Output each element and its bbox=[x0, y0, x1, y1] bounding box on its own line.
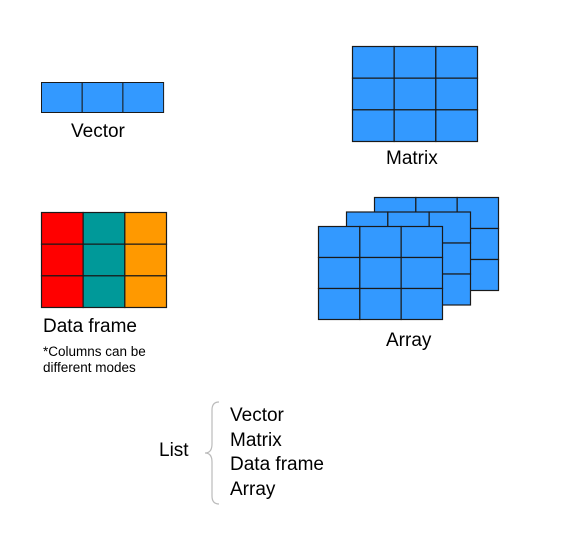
array-layer bbox=[317, 225, 444, 321]
array-cell bbox=[400, 256, 444, 290]
array-cell bbox=[359, 287, 402, 321]
list-item: Vector bbox=[230, 405, 284, 426]
list-brace-icon bbox=[204, 401, 220, 505]
matrix-cell bbox=[435, 109, 479, 143]
matrix-label: Matrix bbox=[386, 148, 438, 169]
data-frame-cell bbox=[124, 211, 168, 245]
array-label: Array bbox=[386, 330, 432, 351]
array-cell bbox=[400, 287, 444, 321]
list-item: Data frame bbox=[230, 454, 324, 475]
matrix-diagram bbox=[351, 45, 479, 143]
array-cell bbox=[317, 256, 361, 290]
list-item: Array bbox=[230, 478, 276, 500]
vector-cell bbox=[122, 82, 165, 113]
list-items: Vector Matrix Data frame Array bbox=[230, 404, 324, 502]
list-label: List bbox=[159, 440, 189, 461]
data-frame-cell bbox=[82, 211, 126, 245]
array-cell bbox=[400, 225, 444, 259]
matrix-cell bbox=[393, 109, 437, 143]
matrix-cell bbox=[393, 45, 437, 79]
data-frame-cell bbox=[124, 275, 168, 309]
data-frame-cell bbox=[82, 275, 126, 309]
data-frame-cell bbox=[40, 211, 84, 245]
data-frame-label: Data frame bbox=[43, 316, 137, 337]
matrix-cell bbox=[393, 77, 437, 111]
array-diagram bbox=[317, 196, 500, 321]
vector-label: Vector bbox=[71, 121, 125, 142]
data-frame-cell bbox=[82, 243, 126, 277]
matrix-cell bbox=[351, 77, 395, 111]
data-frame-cell bbox=[124, 243, 168, 277]
matrix-cell bbox=[351, 109, 395, 143]
array-cell bbox=[317, 225, 361, 259]
array-cell bbox=[359, 225, 402, 259]
matrix-cell bbox=[435, 45, 479, 79]
data-frame-diagram bbox=[40, 211, 168, 309]
vector-diagram bbox=[41, 82, 165, 113]
matrix-cell bbox=[435, 77, 479, 111]
list-item: Matrix bbox=[230, 429, 282, 451]
array-cell bbox=[359, 256, 402, 290]
vector-cell bbox=[41, 82, 83, 113]
array-cell bbox=[317, 287, 361, 321]
data-frame-cell bbox=[40, 243, 84, 277]
matrix-cell bbox=[351, 45, 395, 79]
data-frame-cell bbox=[40, 275, 84, 309]
vector-cell bbox=[81, 82, 124, 113]
data-frame-note: *Columns can be different modes bbox=[43, 344, 146, 375]
